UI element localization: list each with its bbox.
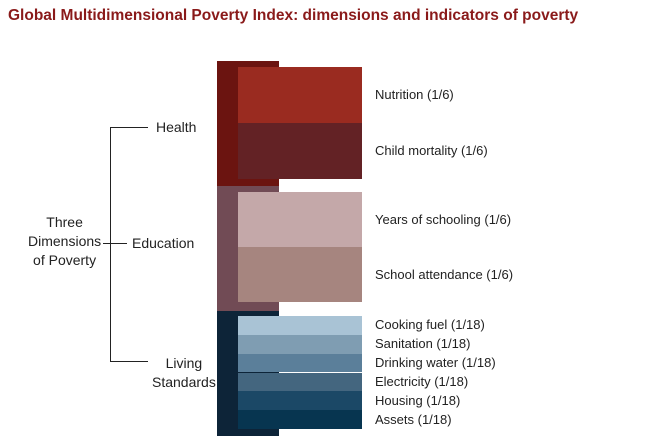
indicator-bar <box>238 123 362 179</box>
bracket-stem <box>103 243 111 244</box>
indicator-label: Drinking water (1/18) <box>375 355 496 371</box>
indicator-label: Sanitation (1/18) <box>375 336 471 352</box>
indicator-label: Housing (1/18) <box>375 392 461 408</box>
root-line: Dimensions <box>28 233 102 249</box>
bracket-education <box>110 243 127 244</box>
indicator-bar <box>238 410 362 429</box>
indicator-bar <box>238 391 362 411</box>
label-line: Living <box>165 355 203 371</box>
indicator-label: Electricity (1/18) <box>375 373 469 389</box>
root-label: Three Dimensions of Poverty <box>28 213 101 270</box>
indicator-bar <box>238 247 362 302</box>
root-line: of Poverty <box>33 252 97 268</box>
indicator-label: Assets (1/18) <box>375 411 452 427</box>
bracket-health <box>110 127 148 128</box>
bracket-living <box>110 361 148 362</box>
indicator-label: Years of schooling (1/6) <box>375 211 512 227</box>
label-line: Standards <box>152 374 216 390</box>
indicator-bar <box>238 372 362 392</box>
diagram-title: Global Multidimensional Poverty Index: d… <box>8 7 579 24</box>
dimension-living-label: Living Standards <box>152 354 216 392</box>
indicator-bar <box>238 334 362 354</box>
indicator-bar <box>238 316 362 335</box>
indicator-bar <box>238 67 362 123</box>
indicator-bar <box>238 353 362 373</box>
root-line: Three <box>46 214 83 230</box>
indicator-label: Child mortality (1/6) <box>375 143 488 158</box>
dimension-health-label: Health <box>156 119 197 135</box>
bracket-vertical <box>110 127 111 361</box>
indicator-label: Cooking fuel (1/18) <box>375 317 485 333</box>
indicator-bar <box>238 192 362 247</box>
indicator-label: School attendance (1/6) <box>375 266 514 282</box>
dimension-education-label: Education <box>132 235 195 251</box>
indicator-label: Nutrition (1/6) <box>375 87 454 102</box>
